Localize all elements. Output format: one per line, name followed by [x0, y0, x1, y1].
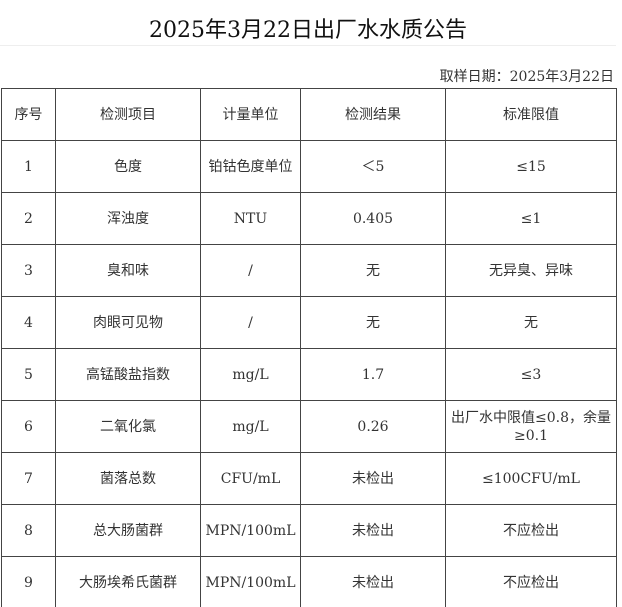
- cell-unit: MPN/100mL: [200, 556, 301, 607]
- cell-limit: ≤100CFU/mL: [445, 452, 617, 505]
- table-row: 4 肉眼可见物 / 无无: [1, 296, 617, 349]
- cell-item: 臭和味: [55, 244, 201, 297]
- table-row: 3 臭和味 / 无无异臭、异味: [1, 244, 617, 297]
- cell-item: 菌落总数: [55, 452, 201, 505]
- cell-item: 总大肠菌群: [55, 504, 201, 557]
- cell-item: 浑浊度: [55, 192, 201, 245]
- header-result: 检测结果: [300, 88, 446, 141]
- header-item: 检测项目: [55, 88, 201, 141]
- table-row: 9 大肠埃希氏菌群 MPN/100mL 未检出 不应检出: [1, 556, 617, 607]
- cell-index: 5: [1, 348, 56, 401]
- cell-limit: 不应检出: [445, 504, 617, 557]
- cell-item: 肉眼可见物: [55, 296, 201, 349]
- cell-index: 7: [1, 452, 56, 505]
- cell-result: 0.405: [300, 192, 446, 245]
- cell-index: 3: [1, 244, 56, 297]
- cell-result: 无: [300, 296, 446, 349]
- cell-index: 2: [1, 192, 56, 245]
- cell-result: 1.7: [300, 348, 446, 401]
- table-header-row: 序号 检测项目 计量单位 检测结果 标准限值: [1, 88, 617, 141]
- table-row: 1 色度 铂钴色度单位 ＜5 ≤15: [1, 140, 617, 193]
- table-row: 7 菌落总数 CFU/mL 未检出 ≤100CFU/mL: [1, 452, 617, 505]
- table-row: 5 高锰酸盐指数 mg/L 1.7 ≤3: [1, 348, 617, 401]
- cell-unit: CFU/mL: [200, 452, 301, 505]
- cell-unit: /: [200, 296, 301, 349]
- page-title: 2025年3月22日出厂水水质公告: [0, 0, 616, 46]
- cell-result: 0.26: [300, 400, 446, 453]
- cell-item: 色度: [55, 140, 201, 193]
- table-row: 6 二氧化氯 mg/L 0.26 出厂水中限值≤0.8，余量≥0.1: [1, 400, 617, 453]
- cell-index: 8: [1, 504, 56, 557]
- cell-limit: 无异臭、异味: [445, 244, 617, 297]
- cell-index: 4: [1, 296, 56, 349]
- cell-result: 未检出: [300, 452, 446, 505]
- table-row: 8 总大肠菌群 MPN/100mL 未检出 不应检出: [1, 504, 617, 557]
- cell-limit: 无: [445, 296, 617, 349]
- cell-unit: /: [200, 244, 301, 297]
- cell-result: 无: [300, 244, 446, 297]
- cell-result: ＜5: [300, 140, 446, 193]
- cell-limit: 不应检出: [445, 556, 617, 607]
- cell-limit: ≤3: [445, 348, 617, 401]
- cell-index: 9: [1, 556, 56, 607]
- header-index: 序号: [1, 88, 56, 141]
- header-unit: 计量单位: [200, 88, 301, 141]
- cell-limit: ≤1: [445, 192, 617, 245]
- cell-index: 1: [1, 140, 56, 193]
- table-row: 2 浑浊度 NTU 0.405 ≤1: [1, 192, 617, 245]
- cell-unit: mg/L: [200, 400, 301, 453]
- cell-limit: 出厂水中限值≤0.8，余量≥0.1: [445, 400, 617, 453]
- cell-unit: 铂钴色度单位: [200, 140, 301, 193]
- cell-index: 6: [1, 400, 56, 453]
- cell-result: 未检出: [300, 556, 446, 607]
- cell-unit: MPN/100mL: [200, 504, 301, 557]
- cell-unit: NTU: [200, 192, 301, 245]
- cell-item: 二氧化氯: [55, 400, 201, 453]
- cell-result: 未检出: [300, 504, 446, 557]
- cell-limit: ≤15: [445, 140, 617, 193]
- cell-item: 大肠埃希氏菌群: [55, 556, 201, 607]
- sample-date: 取样日期：2025年3月22日: [439, 69, 614, 85]
- water-quality-table: 序号 检测项目 计量单位 检测结果 标准限值 1 色度 铂钴色度单位 ＜5 ≤15 2 浑浊度 NTU 0…: [1, 88, 617, 607]
- header-limit: 标准限值: [445, 88, 617, 141]
- cell-item: 高锰酸盐指数: [55, 348, 201, 401]
- cell-unit: mg/L: [200, 348, 301, 401]
